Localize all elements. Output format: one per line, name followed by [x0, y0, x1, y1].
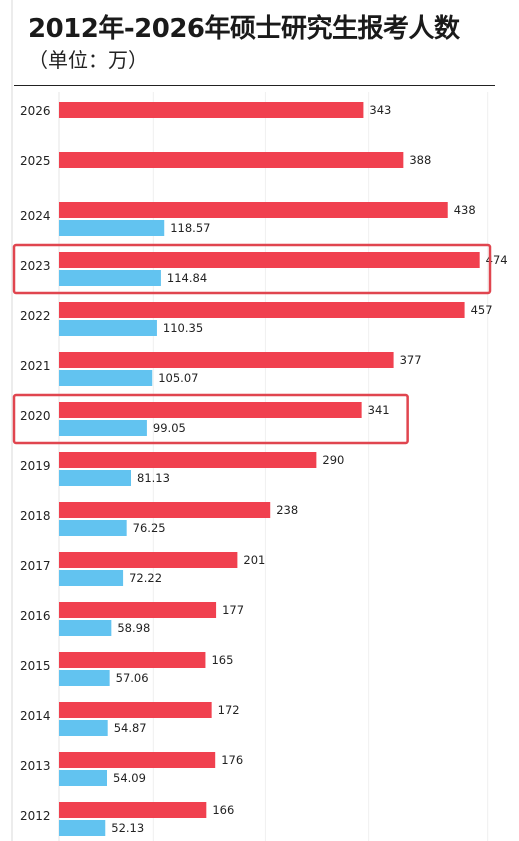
bar-secondary-2021 [59, 370, 153, 386]
year-label-2024: 2024 [20, 209, 51, 223]
value-label-primary-2012: 166 [212, 803, 234, 817]
bar-secondary-2019 [59, 470, 132, 486]
value-label-secondary-2013: 54.09 [113, 771, 146, 785]
value-label-primary-2025: 388 [409, 153, 431, 167]
value-label-primary-2018: 238 [276, 503, 298, 517]
value-label-secondary-2019: 81.13 [137, 471, 170, 485]
bar-secondary-2013 [59, 770, 108, 786]
value-label-primary-2013: 176 [221, 753, 243, 767]
value-label-primary-2014: 172 [218, 703, 240, 717]
bar-primary-2022 [59, 302, 465, 318]
bar-secondary-2022 [59, 320, 157, 336]
bar-secondary-2014 [59, 720, 108, 736]
year-label-2012: 2012 [20, 809, 51, 823]
bar-primary-2020 [59, 402, 362, 418]
chart-title: 2012年-2026年硕士研究生报考人数 [28, 14, 460, 44]
year-label-2015: 2015 [20, 659, 51, 673]
year-label-2019: 2019 [20, 459, 51, 473]
bar-secondary-2015 [59, 670, 110, 686]
bar-primary-2025 [59, 152, 404, 168]
value-label-primary-2019: 290 [322, 453, 344, 467]
value-label-primary-2024: 438 [454, 203, 476, 217]
value-label-primary-2017: 201 [243, 553, 265, 567]
value-label-secondary-2014: 54.87 [114, 721, 147, 735]
bar-primary-2015 [59, 652, 206, 668]
value-label-secondary-2012: 52.13 [111, 821, 144, 835]
bar-secondary-2012 [59, 820, 106, 836]
year-label-2023: 2023 [20, 259, 51, 273]
year-label-2026: 2026 [20, 104, 51, 118]
year-label-2016: 2016 [20, 609, 51, 623]
bar-primary-2021 [59, 352, 394, 368]
year-label-2017: 2017 [20, 559, 51, 573]
year-label-2020: 2020 [20, 409, 51, 423]
bar-primary-2018 [59, 502, 271, 518]
bar-primary-2023 [59, 252, 480, 268]
side-rule [11, 0, 13, 841]
value-label-secondary-2021: 105.07 [158, 371, 198, 385]
value-label-primary-2016: 177 [222, 603, 244, 617]
year-label-2013: 2013 [20, 759, 51, 773]
value-label-primary-2021: 377 [400, 353, 422, 367]
year-label-2018: 2018 [20, 509, 51, 523]
bar-secondary-2016 [59, 620, 112, 636]
value-label-secondary-2024: 118.57 [170, 221, 210, 235]
value-label-secondary-2015: 57.06 [116, 671, 149, 685]
value-label-secondary-2016: 58.98 [117, 621, 150, 635]
value-label-secondary-2020: 99.05 [153, 421, 186, 435]
bar-primary-2017 [59, 552, 238, 568]
highlight-box-2020 [12, 393, 409, 445]
year-label-2021: 2021 [20, 359, 51, 373]
bar-primary-2016 [59, 602, 217, 618]
value-label-secondary-2022: 110.35 [163, 321, 203, 335]
value-label-primary-2020: 341 [368, 403, 390, 417]
value-label-secondary-2018: 76.25 [133, 521, 166, 535]
bar-secondary-2018 [59, 520, 127, 536]
highlight-box-2023 [12, 243, 492, 295]
value-label-primary-2022: 457 [471, 303, 493, 317]
year-label-2025: 2025 [20, 154, 51, 168]
bar-primary-2019 [59, 452, 317, 468]
value-label-primary-2026: 343 [369, 103, 391, 117]
value-label-primary-2015: 165 [211, 653, 233, 667]
bar-secondary-2017 [59, 570, 124, 586]
bar-primary-2026 [59, 102, 364, 118]
bar-primary-2014 [59, 702, 212, 718]
value-label-secondary-2017: 72.22 [129, 571, 162, 585]
chart-subtitle: （单位：万） [28, 48, 148, 72]
bar-secondary-2024 [59, 220, 165, 236]
bar-primary-2024 [59, 202, 448, 218]
value-label-secondary-2023: 114.84 [167, 271, 207, 285]
title-divider [14, 85, 495, 86]
bar-primary-2012 [59, 802, 207, 818]
bar-secondary-2020 [59, 420, 147, 436]
bar-primary-2013 [59, 752, 216, 768]
year-label-2014: 2014 [20, 709, 51, 723]
bar-secondary-2023 [59, 270, 161, 286]
year-label-2022: 2022 [20, 309, 51, 323]
